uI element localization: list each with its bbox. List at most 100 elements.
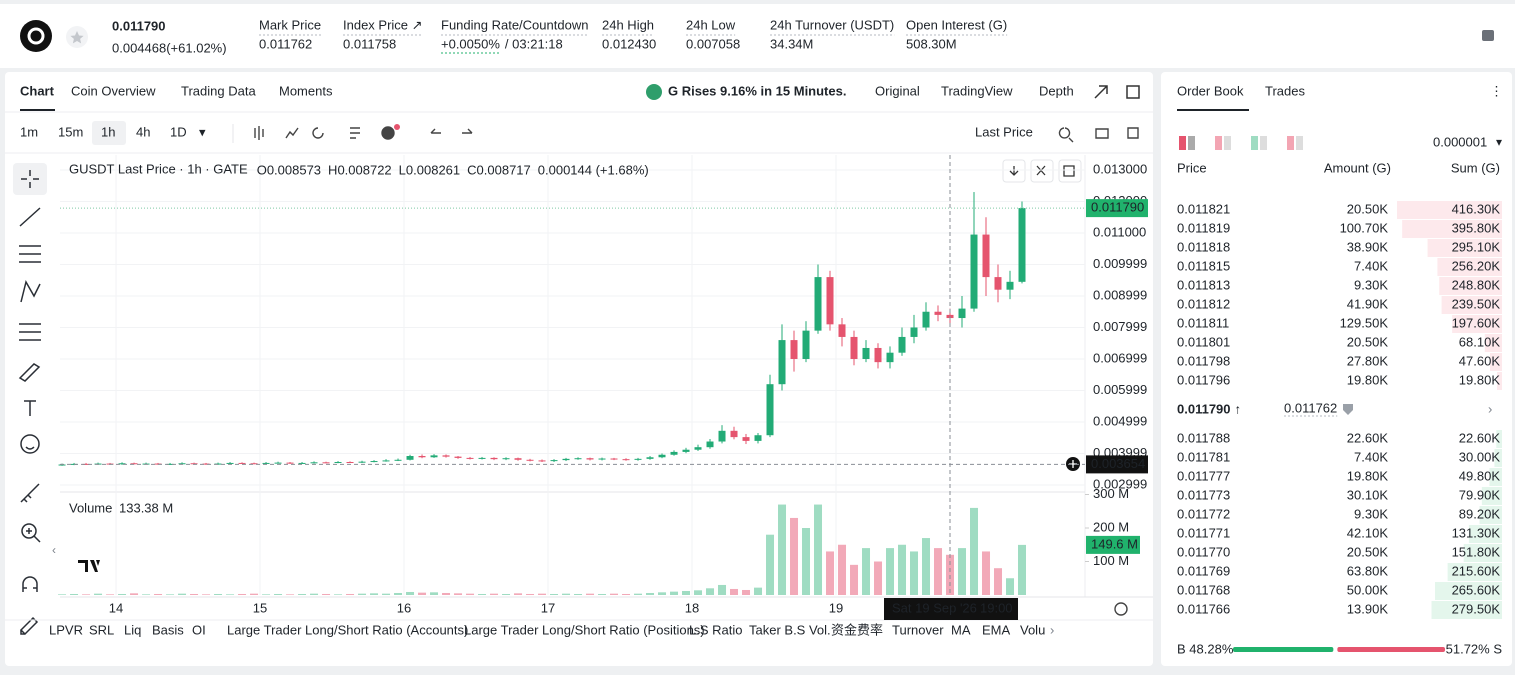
ob-tab[interactable]: Trades [1265,83,1305,98]
indicator[interactable]: Turnover [892,622,944,637]
volume-bar [418,592,427,595]
volume-bar [850,564,859,595]
ob-price[interactable]: 0.011769 [1177,563,1230,578]
stat-label[interactable]: Open Interest (G) [906,17,1007,32]
ob-price[interactable]: 0.011773 [1177,487,1230,502]
indicator[interactable]: Taker B.S Vol. [749,622,831,637]
ob-sum: 47.60K [1459,353,1501,368]
price-change: 0.004468(+61.02%) [112,40,227,55]
tab[interactable]: Trading Data [181,83,256,98]
volume-bar [394,592,403,595]
ob-price[interactable]: 0.011798 [1177,353,1230,368]
y-tick-label: 0.013000 [1093,161,1147,176]
stat-label[interactable]: Index Price ↗ [343,17,423,32]
indicator[interactable]: OI [192,622,206,637]
settings-icon[interactable] [1114,602,1128,616]
chevron[interactable]: › [1488,401,1492,416]
indicator[interactable]: 资金费率 [831,622,883,637]
ob-price[interactable]: 0.011766 [1177,601,1230,616]
candle-body [754,435,762,441]
indicator[interactable]: SRL [89,622,114,637]
ob-header: Sum (G) [1451,160,1500,175]
volume-bar [682,590,691,595]
ob-price[interactable]: 0.011821 [1177,201,1230,216]
candle-body [202,463,210,465]
ob-price[interactable]: 0.011777 [1177,468,1230,483]
ob-price[interactable]: 0.011801 [1177,334,1230,349]
interval[interactable]: 1D [170,124,187,139]
view-tab[interactable]: TradingView [941,83,1013,98]
volume-bar [442,592,451,595]
ob-amount: 20.50K [1347,544,1389,559]
tab[interactable]: Moments [279,83,333,98]
dropdown-arrow[interactable]: ▾ [1496,135,1502,149]
ob-price[interactable]: 0.011768 [1177,582,1230,597]
indicator[interactable]: MA [951,622,971,637]
ob-price[interactable]: 0.011781 [1177,449,1230,464]
news-ticker[interactable]: G Rises 9.16% in 15 Minutes. [668,83,846,98]
indicator[interactable]: Large Trader Long/Short Ratio (Accounts) [227,622,468,637]
stat-label[interactable]: 24h High [602,17,654,32]
indicator[interactable]: Basis [152,622,184,637]
interval[interactable]: 1m [20,124,38,139]
candle-body [994,277,1002,290]
candle-body [214,463,222,465]
volume-bar [898,544,907,595]
ob-price[interactable]: 0.011811 [1177,315,1229,330]
tab[interactable]: Coin Overview [71,83,156,98]
ob-price[interactable]: 0.011819 [1177,220,1230,235]
expand-icon[interactable] [1094,85,1108,99]
ob-price[interactable]: 0.011771 [1177,525,1230,540]
button[interactable] [1058,159,1082,183]
ob-sum: 215.60K [1452,563,1501,578]
volume-bar [538,593,547,595]
collapse-arrow[interactable]: ‹ [52,543,56,557]
ob-price[interactable]: 0.011813 [1177,277,1230,292]
stat-label[interactable]: Funding Rate/Countdown [441,17,588,32]
ob-price[interactable]: 0.011796 [1177,372,1230,387]
ob-price[interactable]: 0.011815 [1177,258,1230,273]
interval[interactable]: 1h [101,124,115,139]
stat-label[interactable]: Mark Price [259,17,321,32]
view-tab[interactable]: Depth [1039,83,1074,98]
precision[interactable]: 0.000001 [1433,134,1487,149]
settings-icon[interactable] [1482,30,1494,41]
ob-tab[interactable]: Order Book [1177,83,1244,98]
candle-body [970,234,978,309]
indicator[interactable]: EMA [982,622,1011,637]
ob-price[interactable]: 0.011818 [1177,239,1230,254]
y-tick-label: 0.008999 [1093,287,1147,302]
price-type[interactable]: Last Price [975,124,1033,139]
dropdown-arrow[interactable]: ▾ [199,124,206,139]
indicator[interactable]: Volu [1020,622,1045,637]
drawing-tools[interactable] [18,170,41,636]
stat-label[interactable]: 24h Turnover (USDT) [770,17,894,32]
ob-price[interactable]: 0.011812 [1177,296,1230,311]
interval[interactable]: 4h [136,124,150,139]
volume-bar [646,592,655,595]
badge [394,124,400,130]
window-icon[interactable] [1126,85,1140,99]
ob-last-price: 0.011790 [1177,401,1231,416]
depth-mode-icons[interactable] [1179,136,1303,150]
stat-value: 0.012430 [602,36,656,51]
chart-buttons[interactable] [1002,159,1082,183]
more-menu[interactable]: ⋮ [1490,83,1503,98]
indicator[interactable]: L.S Ratio [689,622,742,637]
tool-selected[interactable] [13,163,47,195]
indicator[interactable]: Liq [124,622,141,637]
indicator[interactable]: LPVR [49,622,83,637]
interval-selected [92,121,126,145]
indicator[interactable]: Large Trader Long/Short Ratio (Positions… [464,622,705,637]
ob-price[interactable]: 0.011788 [1177,430,1230,445]
stat-label[interactable]: 24h Low [686,17,736,32]
view-tab[interactable]: Original [875,83,920,98]
interval[interactable]: 15m [58,124,83,139]
ob-price[interactable]: 0.011770 [1177,544,1230,559]
scroll-arrow[interactable]: › [1050,622,1054,637]
tab[interactable]: Chart [20,83,55,98]
ob-price[interactable]: 0.011772 [1177,506,1230,521]
sell-ratio: 51.72% S [1446,641,1503,656]
depth-bar [1452,315,1502,333]
